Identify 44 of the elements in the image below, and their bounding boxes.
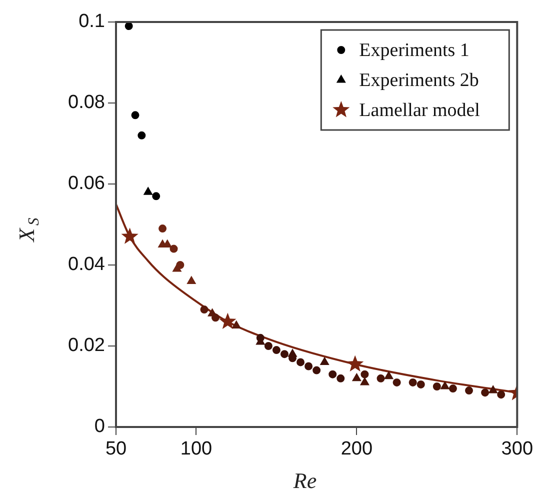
y-tick-label: 0.02 [68,335,105,356]
point [488,386,498,394]
point [144,187,152,195]
y-tick-label: 0 [94,416,105,438]
point [440,382,450,390]
point [296,358,305,366]
point [170,244,178,253]
point [336,374,345,382]
legend-label: Lamellar model [359,100,480,121]
y-tick-label: 0.06 [68,173,105,194]
point [328,370,337,378]
y-axis-title: XS [14,217,43,243]
point [352,373,362,382]
point [384,371,394,380]
point [272,346,280,354]
point [232,320,241,328]
legend-label: Experiments 2b [359,70,479,91]
point [256,334,264,342]
x-axis-title: Re [292,468,317,493]
point [211,314,220,322]
point [152,192,160,200]
y-tick-label: 0.04 [68,254,106,276]
point [158,224,167,233]
point [176,261,184,269]
legend-label: Experiments 1 [359,40,470,61]
point [280,350,288,358]
point [219,312,236,329]
point [121,228,138,244]
point [138,131,146,140]
x-tick-label: 300 [501,438,533,460]
point [312,366,321,374]
x-tick-label: 200 [340,438,373,460]
point [360,377,370,386]
point [346,355,364,372]
y-tick-label: 0.08 [68,92,105,114]
point [131,111,140,120]
point [200,306,208,314]
y-tick-label: 0.1 [78,11,105,32]
point [124,22,133,30]
x-tick-label: 50 [105,438,127,460]
x-tick-label: 100 [180,438,212,460]
point [264,342,272,350]
point [304,362,313,370]
point [187,276,196,284]
